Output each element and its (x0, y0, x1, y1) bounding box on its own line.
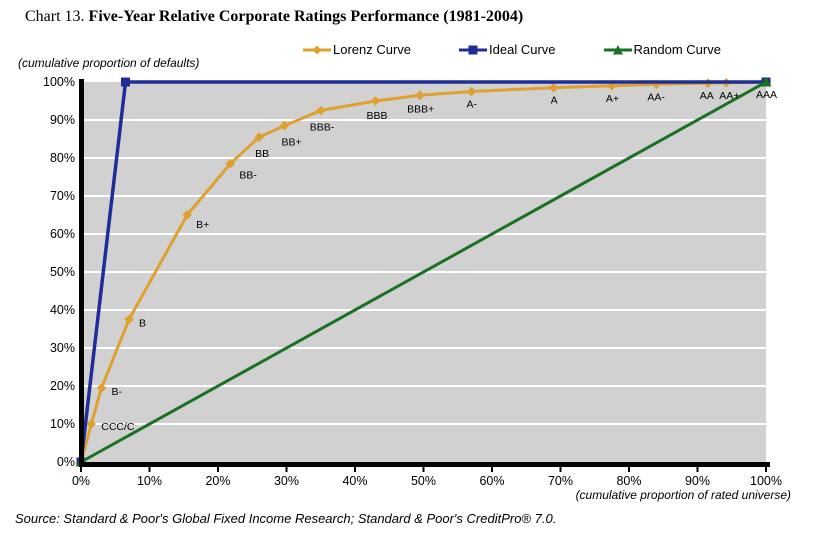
ideal-marker (121, 77, 131, 87)
lorenz-marker (415, 90, 425, 101)
y-tick-label: 60% (50, 227, 75, 241)
lorenz-marker (315, 105, 326, 116)
x-axis-tick (696, 467, 699, 472)
x-axis-line (79, 462, 770, 467)
x-tick-label: 0% (72, 474, 90, 488)
lorenz-marker (124, 314, 134, 325)
rating-point-label: A (551, 95, 558, 107)
y-axis-line (79, 79, 84, 467)
x-axis-tick (628, 467, 630, 472)
x-tick-label: 100% (750, 474, 782, 488)
x-axis-tick (354, 467, 356, 472)
random-curve-legend-icon (603, 44, 632, 54)
rating-point-label: B- (112, 386, 123, 398)
rating-point-label: AAA (756, 89, 777, 101)
lorenz-marker (370, 96, 381, 106)
y-tick-label: 0% (57, 455, 75, 469)
rating-point-label: BBB (367, 110, 388, 122)
random-curve-line (80, 80, 767, 464)
x-tick-label: 90% (685, 474, 710, 488)
rating-point-label: CCC/C (101, 421, 135, 433)
y-tick-label: 40% (50, 303, 75, 317)
lorenz-marker (182, 210, 192, 220)
lorenz-legend-marker (312, 45, 322, 54)
rating-point-label: AA+ (719, 90, 739, 102)
rating-point-label: BB- (239, 170, 257, 182)
chart-title-text: Five-Year Relative Corporate Ratings Per… (88, 8, 524, 25)
random-marker (760, 77, 772, 87)
rating-point-label: A+ (606, 93, 619, 105)
ideal-legend-marker (468, 45, 478, 54)
chart-title: Chart 13. Five-Year Relative Corporate R… (25, 8, 523, 26)
chart-number: Chart 13. (25, 8, 89, 25)
legend-label-random: Random Curve (633, 42, 721, 57)
x-axis-tick (765, 467, 767, 472)
x-axis-unit-label: (cumulative proportion of rated universe… (575, 488, 791, 502)
x-tick-label: 40% (342, 474, 367, 488)
lorenz-marker (86, 419, 97, 429)
legend: Lorenz Curve Ideal Curve Random Curve (303, 42, 721, 57)
legend-item-random: Random Curve (603, 42, 721, 57)
lorenz-curve-legend-icon (303, 45, 331, 54)
legend-label-lorenz: Lorenz Curve (333, 42, 412, 57)
y-tick-label: 20% (50, 379, 75, 393)
rating-point-label: AA (700, 90, 714, 102)
x-tick-label: 10% (137, 474, 162, 488)
source-note: Source: Standard & Poor's Global Fixed I… (15, 511, 557, 526)
legend-item-ideal: Ideal Curve (459, 42, 556, 57)
random-legend-marker (612, 44, 623, 54)
rating-point-label: BB+ (281, 137, 301, 149)
rating-point-label: BBB+ (407, 103, 434, 115)
x-axis-tick (491, 467, 493, 472)
lorenz-marker (466, 86, 477, 97)
x-axis-tick (285, 467, 288, 472)
lorenz-marker (548, 82, 559, 93)
lorenz-curve-line (79, 80, 767, 463)
y-tick-label: 100% (43, 75, 75, 89)
y-tick-label: 70% (50, 189, 75, 203)
rating-point-label: B+ (196, 219, 209, 231)
rating-point-label: BBB- (310, 122, 335, 134)
ideal-curve-legend-icon (459, 45, 488, 54)
lorenz-marker (607, 81, 617, 91)
x-axis-tick (80, 467, 82, 472)
x-tick-label: 70% (548, 474, 573, 488)
legend-label-ideal: Ideal Curve (489, 42, 556, 57)
x-axis-tick (217, 467, 219, 472)
y-tick-label: 90% (50, 113, 75, 127)
y-tick-label: 10% (50, 417, 75, 431)
x-tick-label: 20% (205, 474, 230, 488)
x-axis-tick (422, 467, 425, 472)
x-tick-label: 50% (411, 474, 436, 488)
lorenz-marker (254, 132, 264, 142)
lorenz-marker (225, 158, 236, 169)
y-tick-label: 80% (50, 151, 75, 165)
x-axis-tick (559, 467, 562, 472)
lorenz-marker (279, 120, 290, 131)
x-tick-label: 60% (479, 474, 504, 488)
x-tick-label: 80% (616, 474, 641, 488)
rating-point-label: A- (466, 99, 477, 111)
y-axis-unit-label: (cumulative proportion of defaults) (18, 56, 200, 70)
x-tick-label: 30% (274, 474, 299, 488)
y-tick-label: 50% (50, 265, 75, 279)
rating-point-label: BB (255, 148, 269, 160)
y-tick-label: 30% (50, 341, 75, 355)
rating-point-label: B (139, 318, 146, 330)
x-axis-tick (148, 467, 151, 472)
lorenz-marker (96, 383, 107, 393)
legend-item-lorenz: Lorenz Curve (303, 42, 411, 57)
rating-point-label: AA- (647, 91, 665, 103)
